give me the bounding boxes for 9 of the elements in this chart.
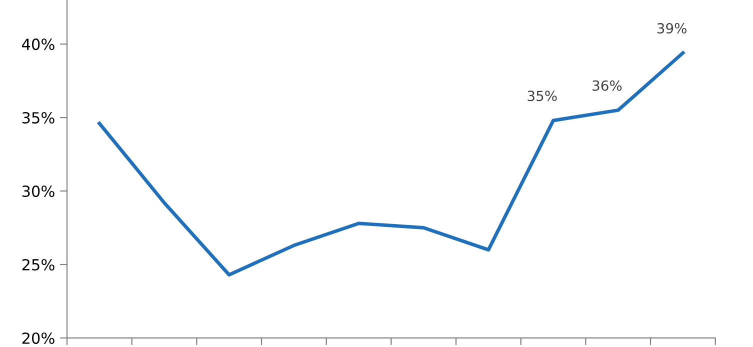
y-tick-label: 35% bbox=[22, 112, 54, 124]
line-series bbox=[98, 51, 685, 277]
y-tick-label: 20% bbox=[22, 332, 54, 344]
y-tick-label: 30% bbox=[22, 185, 54, 198]
data-label: 39% bbox=[657, 23, 686, 34]
data-label: 36% bbox=[592, 80, 622, 91]
y-tick-label: 25% bbox=[22, 258, 54, 271]
y-tick-label: 40% bbox=[22, 38, 54, 50]
data-label: 35% bbox=[528, 90, 557, 102]
